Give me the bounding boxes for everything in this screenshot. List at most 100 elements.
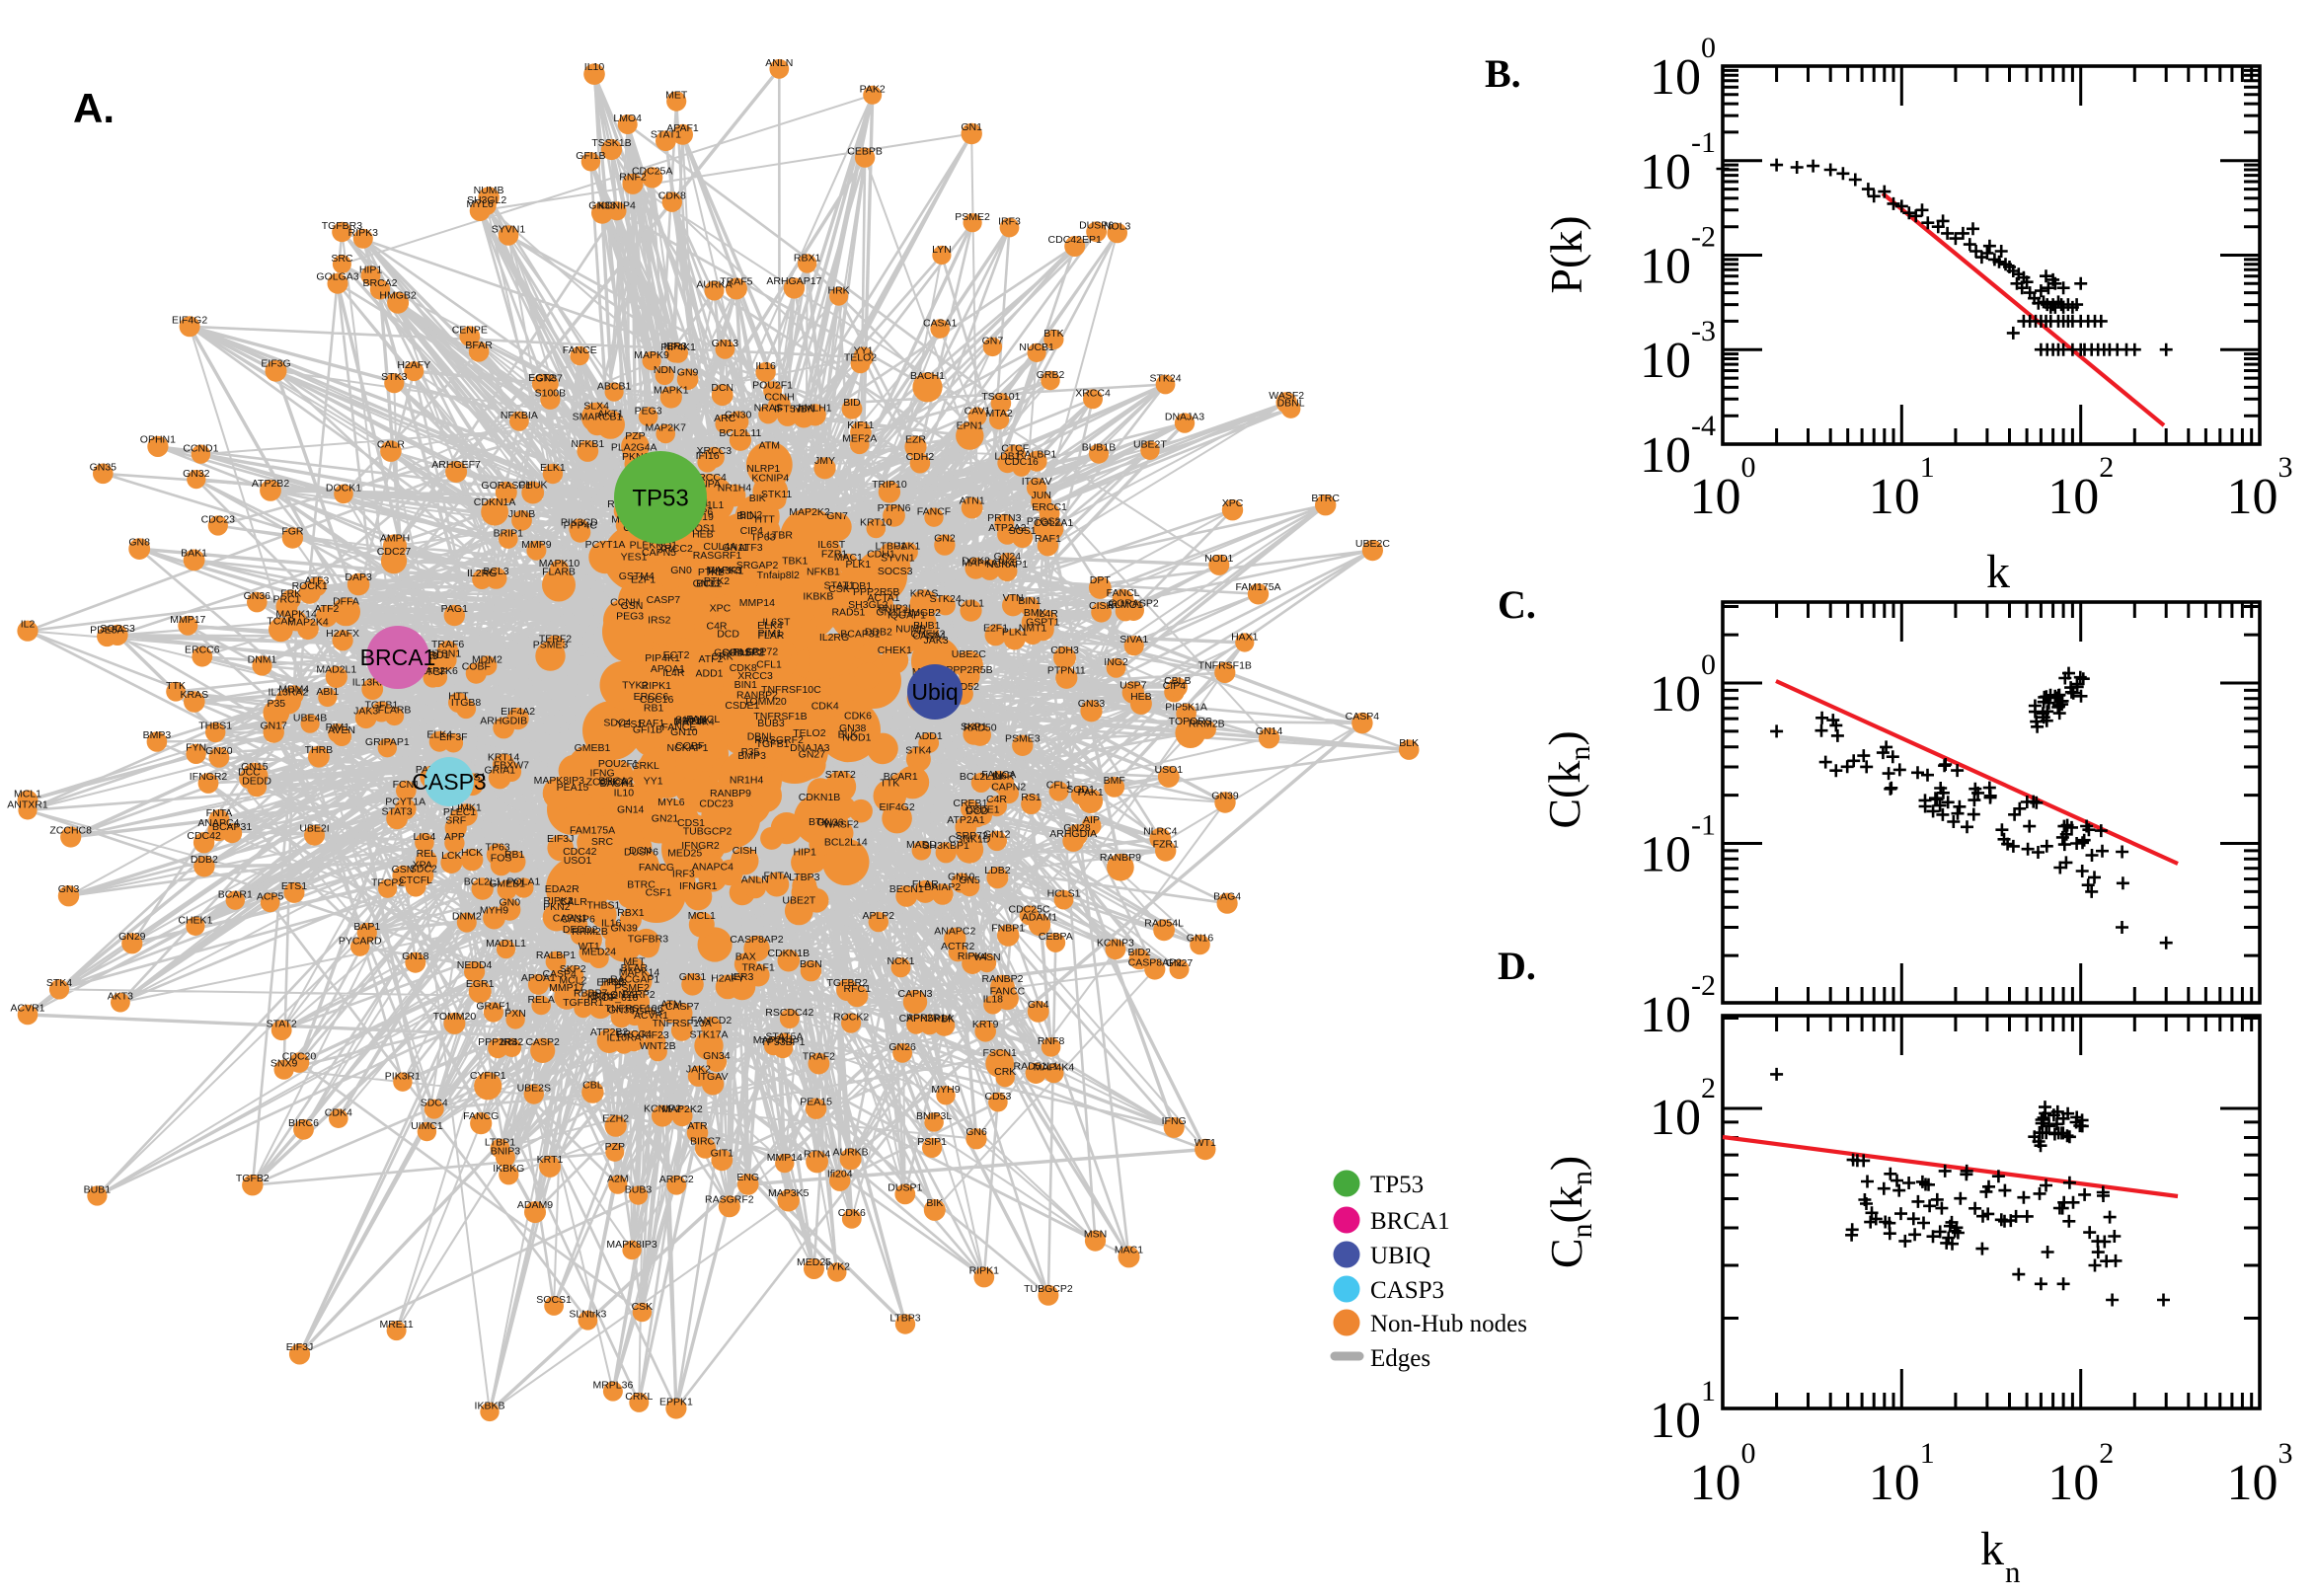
svg-text:RNF8: RNF8	[1038, 1035, 1065, 1047]
svg-text:FGR: FGR	[281, 525, 304, 537]
svg-text:WASF2: WASF2	[823, 819, 859, 831]
svg-text:UBIQ: UBIQ	[1370, 1243, 1430, 1269]
svg-text:SNX9: SNX9	[270, 1058, 298, 1070]
svg-text:STAT1: STAT1	[651, 128, 681, 140]
svg-text:USP7: USP7	[1119, 679, 1147, 691]
svg-text:Non-Hub nodes: Non-Hub nodes	[1370, 1311, 1527, 1337]
svg-text:BECN1: BECN1	[889, 883, 924, 895]
svg-text:STK24: STK24	[930, 593, 962, 605]
svg-text:DNM2: DNM2	[452, 911, 482, 923]
svg-text:MYL6: MYL6	[657, 797, 685, 808]
svg-text:IKBKB: IKBKB	[475, 1401, 505, 1412]
svg-text:RRM2B: RRM2B	[1189, 719, 1225, 730]
svg-text:GN26: GN26	[888, 1041, 916, 1053]
svg-text:IL16: IL16	[601, 918, 622, 930]
svg-text:TGFB1: TGFB1	[364, 700, 398, 712]
svg-text:FNTA: FNTA	[763, 870, 790, 881]
svg-text:GN39: GN39	[1211, 790, 1239, 801]
svg-text:BCAP31: BCAP31	[212, 821, 252, 833]
svg-text:CDS1: CDS1	[677, 817, 705, 829]
svg-text:FLAR: FLAR	[757, 630, 784, 642]
svg-text:BRCA1: BRCA1	[360, 645, 436, 670]
svg-text:FAM175A: FAM175A	[570, 824, 615, 836]
svg-text:GORASP2: GORASP2	[1109, 598, 1159, 610]
svg-text:CDC23: CDC23	[201, 513, 236, 525]
svg-text:ADD1: ADD1	[695, 668, 723, 680]
svg-text:GN27: GN27	[1166, 957, 1194, 969]
svg-text:PAK2: PAK2	[860, 84, 886, 96]
svg-text:GN12: GN12	[983, 829, 1011, 841]
svg-text:SDC2: SDC2	[410, 864, 437, 875]
svg-text:REL: REL	[417, 848, 437, 860]
svg-text:ACTA1: ACTA1	[868, 592, 900, 604]
svg-text:SRGAP2: SRGAP2	[736, 560, 779, 571]
svg-text:MAP3K5: MAP3K5	[768, 1187, 810, 1199]
svg-text:TGFB1: TGFB1	[756, 738, 790, 750]
svg-text:IRF3: IRF3	[672, 868, 695, 879]
svg-text:SRC: SRC	[331, 253, 353, 265]
svg-text:PTPN6: PTPN6	[878, 502, 911, 514]
svg-text:PIP4K1: PIP4K1	[645, 652, 680, 664]
svg-text:SRF: SRF	[445, 815, 466, 827]
svg-text:XPC: XPC	[1222, 497, 1244, 509]
svg-text:AURKA: AURKA	[696, 279, 732, 291]
svg-text:GN6: GN6	[965, 1126, 987, 1138]
svg-text:MYH9: MYH9	[480, 905, 508, 917]
svg-text:IL2RG: IL2RG	[819, 632, 849, 644]
svg-text:CSDE1: CSDE1	[725, 700, 759, 712]
svg-text:RAD51: RAD51	[831, 607, 865, 619]
svg-text:TTK: TTK	[166, 680, 186, 692]
svg-text:BCL2: BCL2	[696, 577, 722, 589]
svg-text:CDC16: CDC16	[1004, 456, 1039, 468]
svg-text:CDK4: CDK4	[325, 1106, 352, 1118]
svg-text:CAPN1: CAPN1	[553, 912, 587, 924]
svg-text:XRCC2: XRCC2	[657, 543, 693, 555]
svg-text:IER3: IER3	[731, 971, 754, 983]
svg-text:SKP1: SKP1	[961, 722, 987, 733]
svg-text:APOA1: APOA1	[521, 972, 556, 984]
svg-text:ATP2A2: ATP2A2	[988, 522, 1026, 534]
svg-text:LDB1: LDB1	[994, 451, 1020, 463]
svg-text:GN36: GN36	[244, 590, 271, 602]
svg-text:IL2: IL2	[21, 619, 36, 631]
svg-text:JAK3: JAK3	[353, 705, 378, 717]
svg-text:NCK1: NCK1	[887, 955, 914, 967]
svg-text:BTRC: BTRC	[1311, 493, 1340, 504]
svg-text:WT1: WT1	[579, 941, 600, 952]
svg-text:RRM2B: RRM2B	[572, 926, 608, 938]
svg-text:CDK8: CDK8	[730, 662, 757, 674]
svg-text:VTN: VTN	[1003, 592, 1024, 604]
svg-text:ELK1: ELK1	[540, 462, 566, 474]
svg-text:BCL2: BCL2	[592, 990, 618, 1002]
svg-text:IL6ST: IL6ST	[762, 616, 791, 628]
svg-text:BRCA2: BRCA2	[598, 775, 633, 787]
svg-text:MAPKAPK5: MAPKAPK5	[962, 558, 1018, 570]
svg-text:CHEK1: CHEK1	[178, 915, 212, 927]
svg-text:CRK: CRK	[994, 1066, 1016, 1078]
svg-text:TOMM20: TOMM20	[433, 1011, 477, 1023]
svg-text:CASP7: CASP7	[647, 594, 681, 606]
svg-text:MYL6: MYL6	[466, 198, 494, 210]
svg-text:FCN1: FCN1	[393, 779, 421, 791]
svg-text:USO1: USO1	[564, 855, 592, 867]
svg-text:MTA2: MTA2	[985, 408, 1012, 419]
svg-text:PIM1: PIM1	[758, 628, 783, 640]
svg-text:BCAP31: BCAP31	[840, 628, 880, 640]
svg-text:HIP1: HIP1	[359, 264, 383, 275]
svg-text:TNFRSF10C: TNFRSF10C	[761, 684, 821, 696]
svg-text:ANLN: ANLN	[741, 874, 769, 886]
svg-text:GN33: GN33	[1078, 698, 1106, 710]
svg-text:GSTM4: GSTM4	[619, 570, 655, 582]
svg-text:NUMB: NUMB	[474, 185, 504, 196]
svg-text:SH3GL2: SH3GL2	[467, 194, 506, 206]
svg-text:A.: A.	[73, 85, 115, 131]
svg-text:RNF2: RNF2	[619, 172, 647, 184]
svg-text:CDC42EP1: CDC42EP1	[1048, 234, 1102, 246]
svg-text:MAP2K1: MAP2K1	[753, 1034, 795, 1046]
svg-text:PIK3: PIK3	[601, 976, 624, 988]
svg-text:PARP2: PARP2	[622, 989, 656, 1001]
svg-text:ERCC6: ERCC6	[634, 691, 669, 703]
svg-text:BCL2L1: BCL2L1	[464, 875, 502, 887]
svg-text:CALR: CALR	[560, 896, 587, 908]
svg-text:CDK6: CDK6	[838, 1207, 866, 1219]
